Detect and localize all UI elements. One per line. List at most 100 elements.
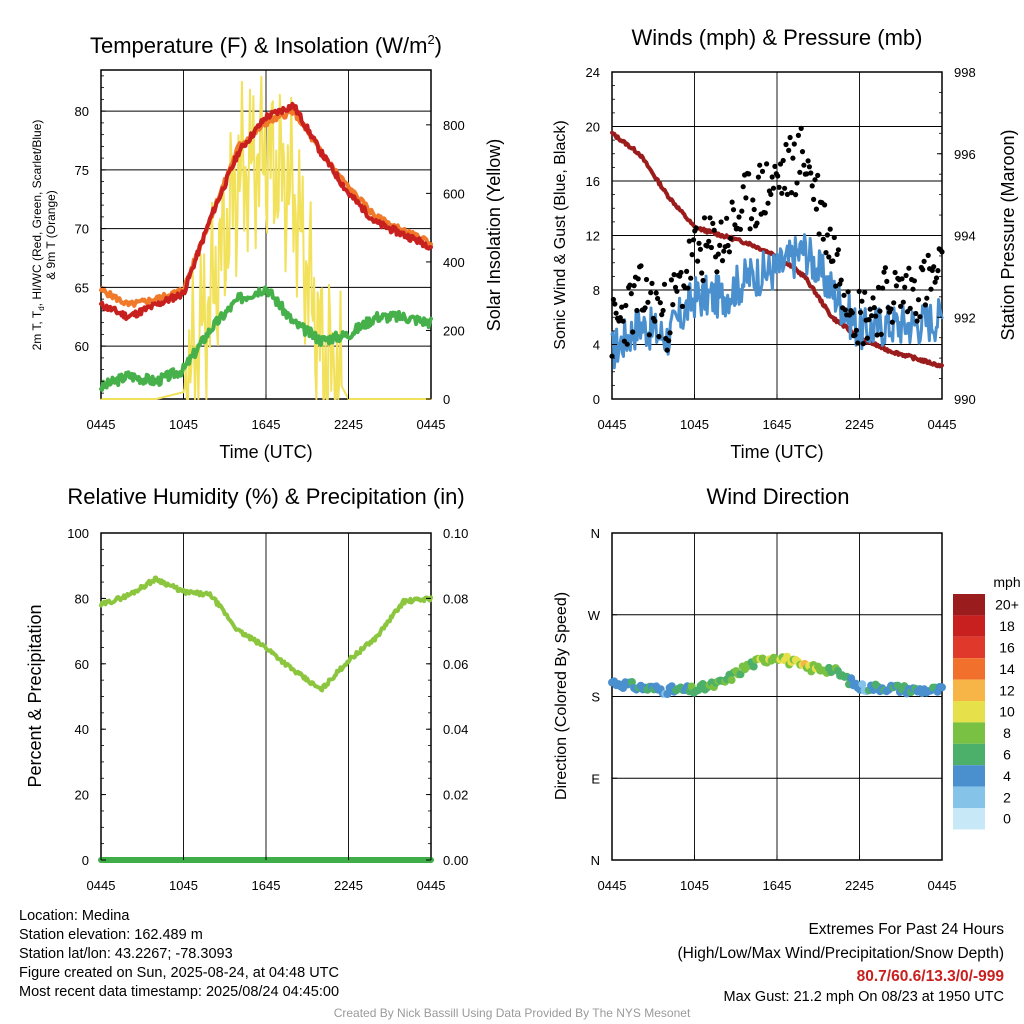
- gust-point: [670, 302, 676, 308]
- extremes-values: 80.7/60.6/13.3/0/-999: [856, 968, 1004, 985]
- y-tick-label-right: 0.02: [443, 788, 468, 803]
- gust-point: [867, 306, 873, 312]
- gust-point: [696, 240, 702, 246]
- gust-point: [634, 307, 640, 314]
- y-tick-label-left: 12: [586, 229, 600, 244]
- gust-point: [700, 277, 706, 284]
- humidity-line: [99, 575, 433, 693]
- y-tick-label-right: 800: [443, 118, 465, 133]
- gust-point: [674, 288, 680, 294]
- gust-point: [794, 180, 800, 186]
- gust-point: [931, 264, 937, 270]
- gust-point: [757, 162, 763, 168]
- winds-ylabel-right: Station Pressure (Maroon): [998, 129, 1018, 340]
- y-tick-label-left: 70: [75, 222, 89, 237]
- colorbar-label: 0: [1003, 811, 1011, 827]
- gust-point: [759, 168, 766, 174]
- humidity-panel-title: Relative Humidity (%) & Precipitation (i…: [67, 484, 464, 509]
- temperature-ylabel-left-line2: & 9m T (Orange): [44, 190, 58, 280]
- direction-yticks-left: N E S W N: [588, 526, 617, 868]
- y-tick-label-left: 60: [75, 339, 89, 354]
- gust-point: [899, 276, 905, 282]
- gust-point: [837, 281, 843, 287]
- gust-point: [631, 283, 637, 289]
- x-tick-label: 0445: [417, 417, 446, 432]
- colorbar-label: 16: [999, 640, 1015, 656]
- gust-point: [743, 195, 749, 201]
- winds-grid: [612, 72, 942, 399]
- colorbar-label: 10: [999, 704, 1015, 720]
- gust-point: [775, 173, 781, 179]
- gust-point: [754, 220, 760, 226]
- direction-ylabel-left: Direction (Colored By Speed): [553, 592, 570, 800]
- colorbar-swatch: [953, 808, 985, 830]
- gust-point: [870, 295, 876, 301]
- gust-point: [788, 190, 795, 196]
- gust-point: [812, 177, 818, 183]
- humidity-yticks-right: 0.00 0.02 0.04 0.06 0.08 0.10: [426, 526, 468, 868]
- gust-point: [671, 272, 677, 278]
- gust-point: [769, 174, 775, 180]
- gust-point: [648, 290, 654, 296]
- gust-point: [889, 319, 895, 325]
- temperature-panel-title: Temperature (F) & Insolation (W/m2): [90, 32, 442, 58]
- gust-point: [801, 162, 807, 168]
- gust-point: [816, 231, 822, 237]
- direction-xticks: 0445 1045 1645 2245 0445: [598, 855, 956, 893]
- colorbar-label: 12: [999, 682, 1015, 698]
- y-tick-label-left: W: [588, 608, 601, 623]
- y-tick-label-left: 100: [67, 526, 89, 541]
- direction-point: [627, 678, 636, 686]
- gust-point: [834, 251, 840, 257]
- gust-point: [793, 192, 799, 198]
- solar-insolation-line: [100, 75, 432, 400]
- gust-point: [838, 277, 844, 283]
- gust-point: [717, 242, 723, 248]
- temperature-panel: Temperature (F) & Insolation (W/m2) 0445…: [30, 32, 504, 462]
- colorbar-swatch: [953, 701, 985, 723]
- colorbar-label: 8: [1003, 725, 1011, 741]
- y-tick-label-right: 0: [443, 392, 450, 407]
- gust-point: [808, 170, 814, 176]
- gust-point: [871, 305, 877, 311]
- y-tick-label-right: 0.10: [443, 526, 468, 541]
- gust-point: [646, 332, 652, 338]
- gust-point: [925, 252, 931, 258]
- humidity-xticks: 0445 1045 1645 2245 0445: [87, 855, 445, 893]
- gust-point: [824, 232, 831, 238]
- gust-point: [726, 249, 733, 255]
- gust-point: [831, 234, 837, 241]
- gust-point: [620, 318, 626, 324]
- gust-point: [725, 242, 731, 249]
- gust-point: [866, 317, 872, 323]
- gust-point: [881, 269, 887, 275]
- winds-yticks-left: 0 4 8 12 16 20 24: [586, 65, 617, 407]
- x-tick-label: 1045: [680, 417, 709, 432]
- x-tick-label: 0445: [87, 417, 116, 432]
- gust-point: [762, 210, 768, 216]
- gust-point: [813, 206, 820, 212]
- gust-point: [906, 265, 912, 271]
- x-tick-label: 0445: [87, 878, 116, 893]
- direction-point: [858, 680, 867, 689]
- gust-point: [645, 299, 651, 305]
- gust-point: [672, 284, 679, 290]
- gust-point: [898, 303, 904, 309]
- gust-point: [678, 269, 684, 276]
- gust-point: [659, 312, 665, 318]
- gust-point: [624, 341, 630, 347]
- x-tick-label: 0445: [928, 417, 957, 432]
- gust-point: [826, 254, 832, 260]
- gust-point: [707, 215, 713, 221]
- gust-point: [708, 244, 715, 251]
- gust-point: [684, 268, 690, 274]
- gust-point: [875, 284, 882, 290]
- gust-point: [922, 302, 929, 308]
- direction-point: [783, 652, 791, 661]
- temperature-ylabel-right: Solar Insolation (Yellow): [484, 139, 504, 331]
- y-tick-label-left: 20: [75, 788, 89, 803]
- gust-point: [704, 243, 710, 249]
- gust-point: [739, 208, 745, 214]
- gust-point: [613, 310, 619, 316]
- gust-point: [748, 216, 755, 222]
